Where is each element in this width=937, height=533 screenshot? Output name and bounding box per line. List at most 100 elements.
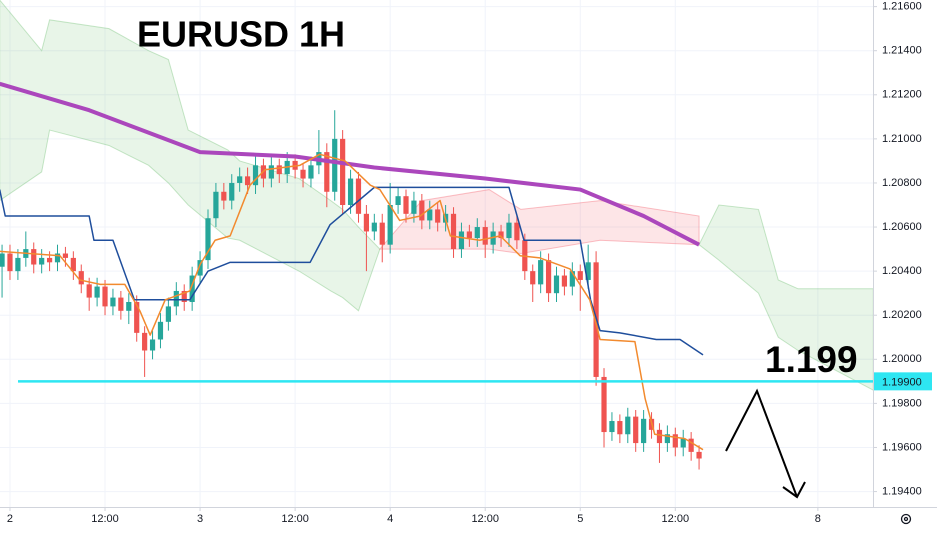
candle-body [229,182,235,201]
candle-body [94,286,100,298]
candle-body [252,165,259,186]
x-tick-label: 12:00 [471,513,499,525]
candle-body [189,275,195,302]
candle-body [696,451,702,459]
candle-body [498,231,504,239]
candle-body [688,438,694,452]
candle-body [585,262,591,280]
candle-body [514,222,520,241]
level-layer: 1.19900 [18,372,932,391]
candle-body [7,253,13,272]
candle-body [39,257,45,265]
candle-body [435,209,441,223]
y-tick-label: 1.21400 [882,45,922,57]
candle-body [157,321,164,340]
candle-body [545,260,552,294]
indicator-line [0,186,704,356]
candle-body [324,152,330,192]
candle-body [553,275,560,294]
candle-body [221,191,227,201]
candle-body [244,176,251,186]
candle-body [78,271,84,285]
indicator-line [0,81,700,247]
candle-body [86,284,92,298]
y-tick-label: 1.19400 [882,485,922,497]
candle-body [118,297,124,311]
candle-body [332,138,338,192]
candle-body [427,209,433,221]
candle-body [110,297,116,307]
candle-body [458,231,465,250]
gear-hub[interactable] [903,516,909,522]
candle-body [411,200,417,214]
candle-body [656,429,663,444]
x-tick-label: 12:00 [281,513,309,525]
candle-body [403,196,409,214]
y-tick-label: 1.20200 [882,309,922,321]
candle-body [609,421,615,433]
candle-body [62,253,69,258]
candle-body [46,257,53,263]
candle-body [15,257,21,272]
axes: 1.19400 1.19600 1.19800 1.20000 1.20200 1.204… [7,1,922,525]
candle-body [134,301,140,333]
candle-body [450,213,457,250]
candle-body [625,416,631,435]
candle-body [197,260,203,276]
candle-body [363,213,370,232]
candle-body [538,260,544,285]
candle-body [561,275,568,287]
candle-body [142,332,148,351]
candle-body [54,253,61,263]
candle-body [395,196,401,206]
candle-body [379,222,385,245]
candle-body [102,286,108,307]
x-tick-label: 12:00 [662,513,690,525]
candle-body [126,301,132,311]
candle-body [664,434,670,444]
candle-body [149,339,156,351]
gear[interactable] [900,513,912,525]
candle-body [601,376,607,433]
candle-body [569,271,575,287]
candle-body [530,271,536,285]
y-tick-label: 1.19600 [882,441,922,453]
level-label: 1.19900 [882,376,922,388]
candle-body [237,176,243,183]
candle-body [466,231,472,239]
candle-body [680,438,686,448]
settings-icon[interactable] [900,513,912,525]
line-layer [0,81,704,451]
indicator-line [0,153,704,451]
level-annotation: 1.199 [765,339,858,380]
candle-body [347,178,354,206]
candle-body [672,434,678,448]
level-label-box [873,372,932,391]
cloud [0,0,381,312]
candle-body [633,416,639,444]
candle-body [165,306,171,322]
candle-body [482,227,488,245]
x-tick-label: 4 [387,513,393,525]
candle-body [276,165,282,175]
candle-body [308,165,314,179]
forecast-arrow [725,388,806,499]
candle-body [387,205,393,245]
y-tick-label: 1.21200 [882,89,922,101]
candle-body [268,165,274,179]
y-tick-label: 1.20800 [882,177,922,189]
zigzag [725,388,798,498]
candle-body [371,222,377,232]
chart-title: EURUSD 1H [137,14,345,55]
candle-body [205,218,211,261]
candle-body [641,418,647,444]
y-tick-label: 1.20600 [882,221,922,233]
candle-body [340,138,346,206]
y-tick-label: 1.20000 [882,353,922,365]
x-tick-label: 5 [577,513,583,525]
candle-body [181,290,187,302]
x-tick-label: 2 [7,513,13,525]
candle-body [617,421,623,435]
candle-body [355,178,362,214]
